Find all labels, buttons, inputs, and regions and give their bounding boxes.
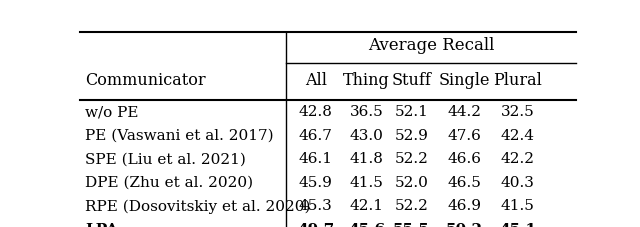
Text: 42.8: 42.8 xyxy=(299,105,333,119)
Text: SPE (Liu et al. 2021): SPE (Liu et al. 2021) xyxy=(85,152,246,166)
Text: 44.2: 44.2 xyxy=(447,105,481,119)
Text: 46.6: 46.6 xyxy=(447,152,481,166)
Text: 46.7: 46.7 xyxy=(299,129,333,143)
Text: Single: Single xyxy=(438,72,490,89)
Text: 41.8: 41.8 xyxy=(349,152,383,166)
Text: Plural: Plural xyxy=(493,72,542,89)
Text: DPE (Zhu et al. 2020): DPE (Zhu et al. 2020) xyxy=(85,176,253,190)
Text: 52.1: 52.1 xyxy=(394,105,428,119)
Text: 46.1: 46.1 xyxy=(299,152,333,166)
Text: 49.7: 49.7 xyxy=(297,223,334,227)
Text: 41.5: 41.5 xyxy=(500,199,534,213)
Text: 47.6: 47.6 xyxy=(447,129,481,143)
Text: 36.5: 36.5 xyxy=(350,105,383,119)
Text: All: All xyxy=(305,72,326,89)
Text: 45.6: 45.6 xyxy=(348,223,385,227)
Text: 45.3: 45.3 xyxy=(299,199,332,213)
Text: 40.3: 40.3 xyxy=(500,176,534,190)
Text: 42.2: 42.2 xyxy=(500,152,534,166)
Text: PE (Vaswani et al. 2017): PE (Vaswani et al. 2017) xyxy=(85,129,273,143)
Text: 41.5: 41.5 xyxy=(349,176,383,190)
Text: 52.9: 52.9 xyxy=(394,129,428,143)
Text: 42.1: 42.1 xyxy=(349,199,384,213)
Text: 52.0: 52.0 xyxy=(394,176,428,190)
Text: Thing: Thing xyxy=(343,72,390,89)
Text: 32.5: 32.5 xyxy=(500,105,534,119)
Text: LPA: LPA xyxy=(85,223,118,227)
Text: RPE (Dosovitskiy et al. 2020): RPE (Dosovitskiy et al. 2020) xyxy=(85,199,310,214)
Text: 52.2: 52.2 xyxy=(394,199,428,213)
Text: 42.4: 42.4 xyxy=(500,129,534,143)
Text: Communicator: Communicator xyxy=(85,72,205,89)
Text: 43.0: 43.0 xyxy=(349,129,383,143)
Text: 55.5: 55.5 xyxy=(393,223,430,227)
Text: 45.9: 45.9 xyxy=(299,176,333,190)
Text: 50.2: 50.2 xyxy=(446,223,483,227)
Text: 46.5: 46.5 xyxy=(447,176,481,190)
Text: w/o PE: w/o PE xyxy=(85,105,138,119)
Text: 52.2: 52.2 xyxy=(394,152,428,166)
Text: Average Recall: Average Recall xyxy=(368,37,494,54)
Text: 45.1: 45.1 xyxy=(499,223,536,227)
Text: 46.9: 46.9 xyxy=(447,199,481,213)
Text: Stuff: Stuff xyxy=(392,72,431,89)
